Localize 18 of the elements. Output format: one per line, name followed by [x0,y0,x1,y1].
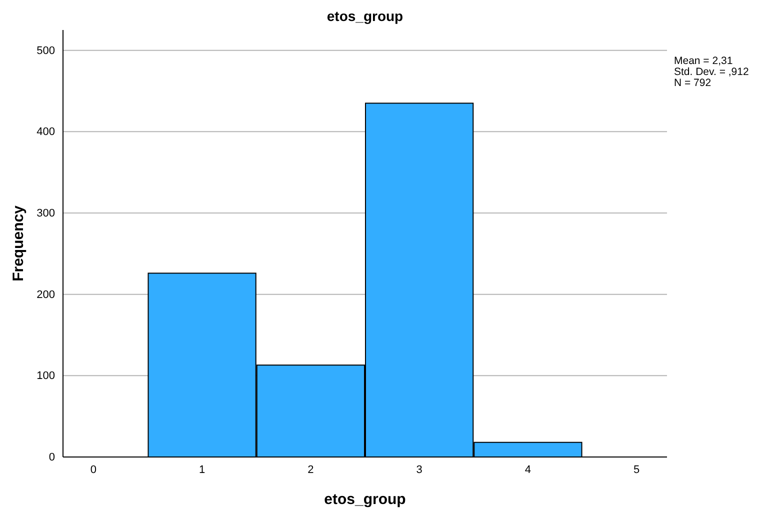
text: N = 792 [674,77,712,89]
y-axis-title: Frequency [10,204,27,282]
y-tick-label: 300 [36,208,55,220]
x-tick-label: 1 [198,464,206,476]
y-tick-label: 400 [36,126,55,138]
text: Std. Dev. = ,912 [674,66,749,78]
x-tick-label: 0 [90,464,96,476]
y-tick-label: 200 [36,288,55,301]
chart-title: etos_group [326,8,404,24]
y-tick-label: 0 [48,452,55,464]
y-tick-label: 100 [36,370,55,382]
y-tick-label: 500 [36,44,55,57]
x-tick-label: 5 [634,464,640,476]
x-axis-title: etos_group [324,491,406,508]
x-tick-label: 4 [524,464,532,476]
x-tick-label: 2 [308,464,314,476]
text: Mean = 2,31 [674,55,733,67]
x-tick-label: 3 [416,464,422,476]
